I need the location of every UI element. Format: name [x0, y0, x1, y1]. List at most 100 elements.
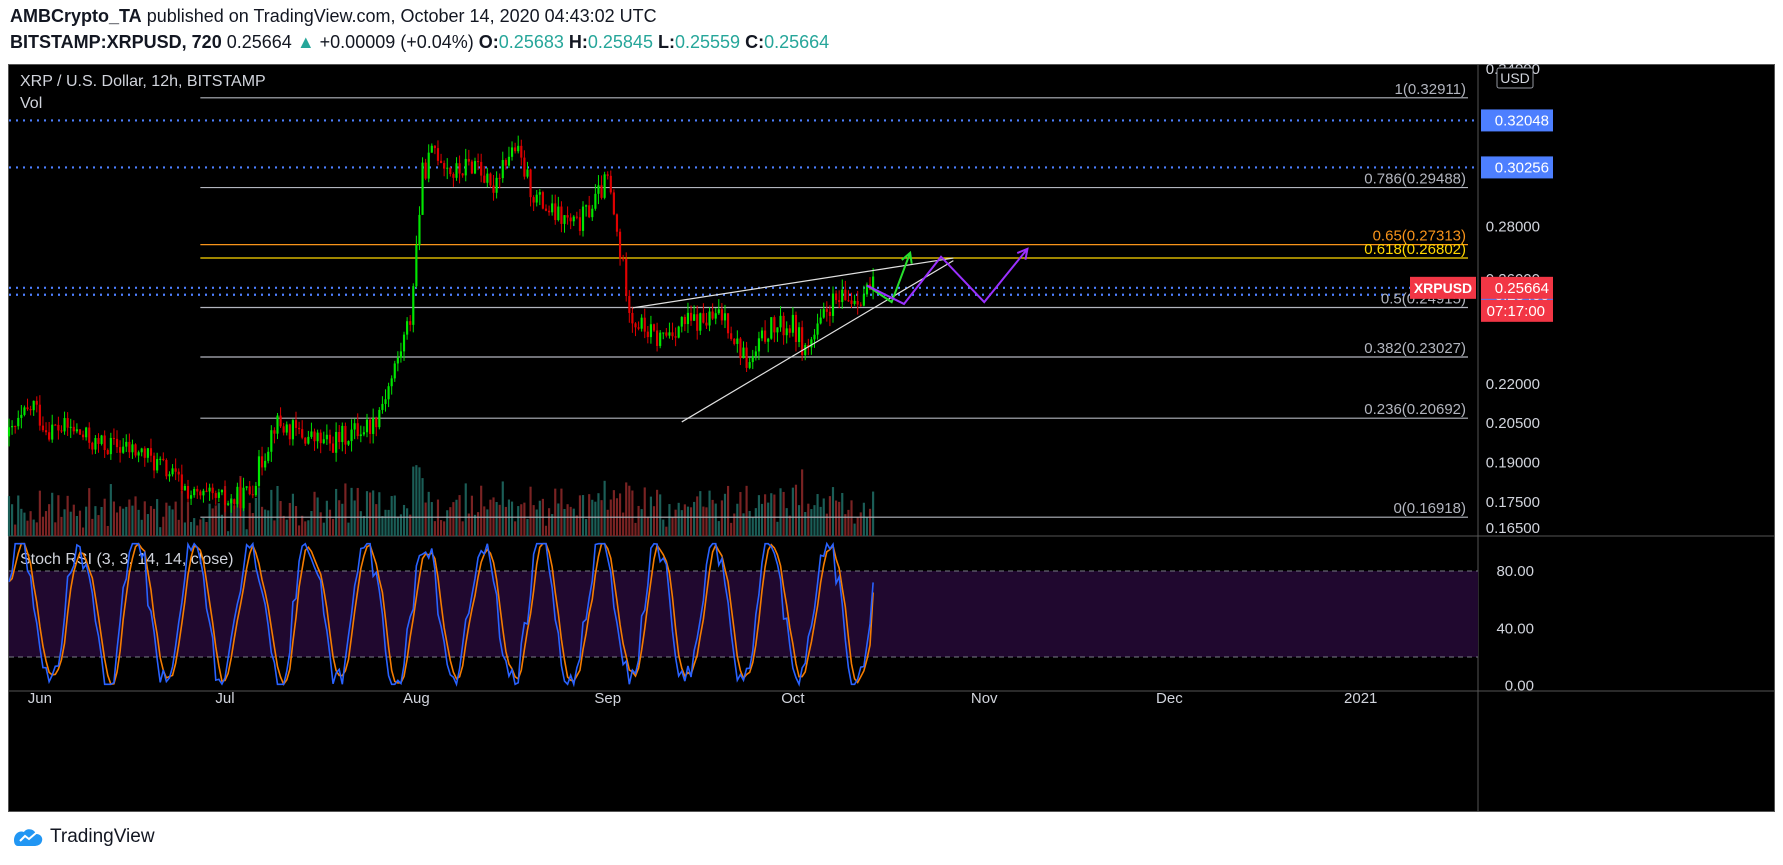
candle-body — [483, 175, 486, 183]
candle-body — [538, 192, 541, 195]
volume-bar — [66, 495, 69, 536]
candle-body — [720, 309, 723, 321]
volume-bar — [122, 508, 125, 536]
candle-body — [597, 185, 600, 194]
candle-body — [473, 161, 477, 174]
candle-body — [75, 429, 78, 432]
volume-bar — [365, 491, 369, 536]
candle-body — [693, 314, 696, 321]
volume-bar — [612, 490, 615, 536]
candle-body — [785, 328, 788, 336]
candle-body — [11, 426, 14, 428]
volume-bar — [51, 492, 54, 536]
volume-bar — [696, 496, 699, 536]
candle-body — [344, 425, 347, 445]
volume-bar — [708, 490, 711, 536]
volume-bar — [578, 495, 582, 536]
volume-bar — [257, 487, 261, 536]
volume-bar — [359, 511, 362, 536]
countdown-label: 07:17:00 — [1487, 303, 1545, 320]
volume-bar — [520, 504, 523, 536]
volume-bar — [794, 484, 798, 536]
candle-body — [828, 311, 831, 316]
candle-body — [470, 161, 474, 174]
volume-bar — [458, 495, 461, 536]
footer-brand[interactable]: TradingView — [50, 826, 155, 847]
volume-bar — [835, 500, 838, 536]
volume-bar — [751, 517, 754, 536]
candle-body — [273, 430, 276, 434]
candle-body — [66, 418, 69, 428]
time-axis-tick: Dec — [1156, 690, 1183, 707]
volume-bar — [628, 485, 631, 536]
candle-body — [677, 326, 680, 338]
volume-bar — [831, 487, 835, 536]
candle-body — [14, 426, 17, 428]
volume-bar — [396, 517, 399, 536]
volume-bar — [282, 515, 285, 536]
candle-body — [427, 152, 430, 179]
candle-body — [227, 503, 230, 505]
volume-bar — [683, 504, 686, 536]
volume-bar — [344, 483, 347, 536]
volume-bar — [634, 522, 637, 536]
candle-body — [276, 415, 279, 434]
volume-bar — [652, 506, 656, 536]
candle-body — [492, 185, 495, 193]
candle-body — [69, 426, 72, 428]
publisher-name[interactable]: AMBCrypto_TA — [10, 6, 142, 26]
candle-body — [63, 418, 66, 432]
candle-body — [779, 315, 782, 328]
candle-body — [94, 438, 97, 450]
volume-bar — [60, 516, 63, 536]
chart-legend-title: XRP / U.S. Dollar, 12h, BITSTAMP — [20, 73, 266, 90]
candle-body — [48, 432, 51, 440]
candle-body — [791, 314, 794, 333]
candle-body — [634, 323, 637, 328]
volume-bar — [470, 495, 474, 536]
candle-body — [362, 432, 365, 435]
volume-bar — [180, 490, 183, 536]
candle-body — [782, 315, 785, 336]
candle-body — [112, 437, 116, 439]
volume-bar — [35, 522, 38, 536]
ohlc-high: 0.25845 — [587, 32, 653, 52]
volume-bar — [819, 506, 822, 536]
candle-body — [319, 432, 322, 444]
candle-body — [131, 444, 134, 453]
time-axis-tick: Jul — [215, 690, 234, 707]
volume-bar — [421, 478, 424, 536]
volume-bar — [776, 521, 779, 536]
candle-body — [637, 327, 640, 329]
candle-body — [433, 145, 436, 149]
candle-body — [208, 487, 211, 492]
volume-bar — [760, 503, 764, 536]
wedge-lower-line — [681, 260, 954, 423]
volume-bar — [177, 519, 180, 536]
candle-body — [115, 438, 119, 448]
candle-body — [331, 443, 335, 453]
candle-body — [119, 447, 122, 453]
volume-bar — [390, 496, 393, 536]
rsi-axis-tick: 0.00 — [1505, 678, 1534, 695]
candle-body — [60, 430, 63, 432]
volume-bar — [535, 509, 538, 536]
volume-bar — [310, 511, 313, 536]
candle-body — [458, 163, 461, 174]
candle-body — [146, 448, 149, 458]
tradingview-logo-icon — [14, 829, 43, 846]
volume-bar — [646, 516, 649, 536]
time-axis-tick: Aug — [403, 690, 430, 707]
volume-bar — [353, 500, 356, 536]
volume-bar — [294, 506, 298, 536]
candle-body — [396, 357, 399, 364]
candle-body — [29, 409, 32, 411]
rsi-band — [9, 570, 1478, 658]
candle-body — [199, 491, 202, 496]
volume-bar — [242, 493, 245, 536]
volume-bar — [270, 489, 273, 536]
volume-bar — [264, 509, 267, 536]
volume-bar — [75, 515, 78, 536]
symbol-tag-box — [1410, 276, 1476, 299]
